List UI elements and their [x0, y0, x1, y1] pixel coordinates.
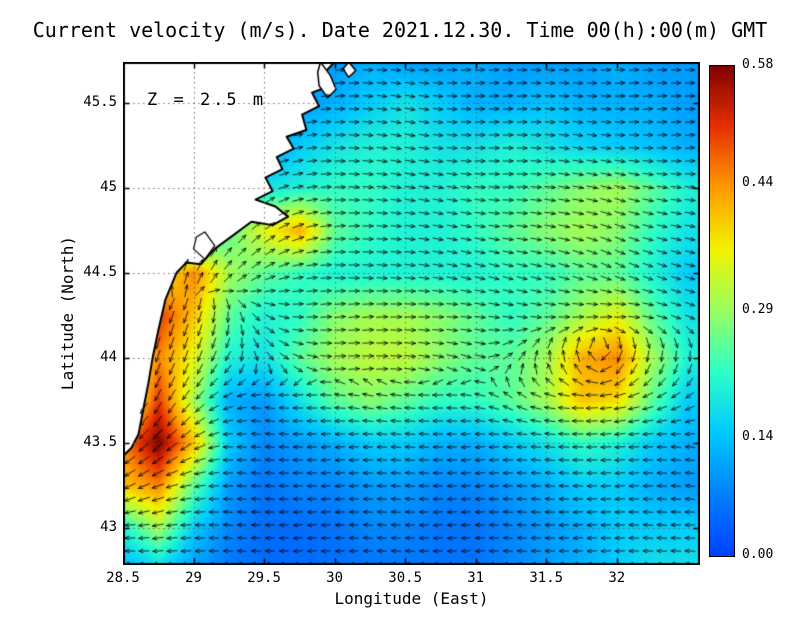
- x-axis-label: Longitude (East): [334, 589, 489, 608]
- colorbar-tick-label: 0.00: [742, 547, 774, 562]
- x-tick-label: 31: [467, 570, 485, 586]
- colorbar-gradient: [710, 66, 734, 556]
- x-tick-label: 28.5: [106, 570, 140, 586]
- y-tick-label: 45.5: [83, 93, 117, 110]
- y-tick-label: 44: [100, 348, 117, 365]
- depth-annotation: Z = 2.5 m: [147, 90, 267, 110]
- colorbar-tick-label: 0.44: [742, 175, 774, 191]
- x-tick-label: 29: [185, 570, 202, 586]
- velocity-field-canvas: [123, 62, 700, 565]
- y-tick-label: 43: [100, 518, 117, 535]
- y-axis-label: Latitude (North): [58, 235, 77, 391]
- plot-title: Current velocity (m/s). Date 2021.12.30.…: [32, 18, 768, 42]
- colorbar: [709, 65, 735, 557]
- x-tick-label: 32: [608, 570, 626, 586]
- colorbar-tick-label: 0.29: [742, 302, 774, 317]
- x-tick-label: 31.5: [529, 570, 564, 586]
- y-tick-label: 44.5: [83, 263, 117, 280]
- colorbar-tick-label: 0.14: [742, 428, 774, 444]
- y-tick-label: 45: [100, 178, 117, 195]
- colorbar-tick-label: 0.58: [742, 57, 774, 72]
- x-tick-label: 30: [326, 570, 344, 586]
- y-tick-label: 43.5: [83, 433, 117, 450]
- x-tick-label: 29.5: [247, 570, 281, 586]
- map-plot-area: Z = 2.5 m: [123, 62, 700, 565]
- x-tick-label: 30.5: [388, 570, 422, 586]
